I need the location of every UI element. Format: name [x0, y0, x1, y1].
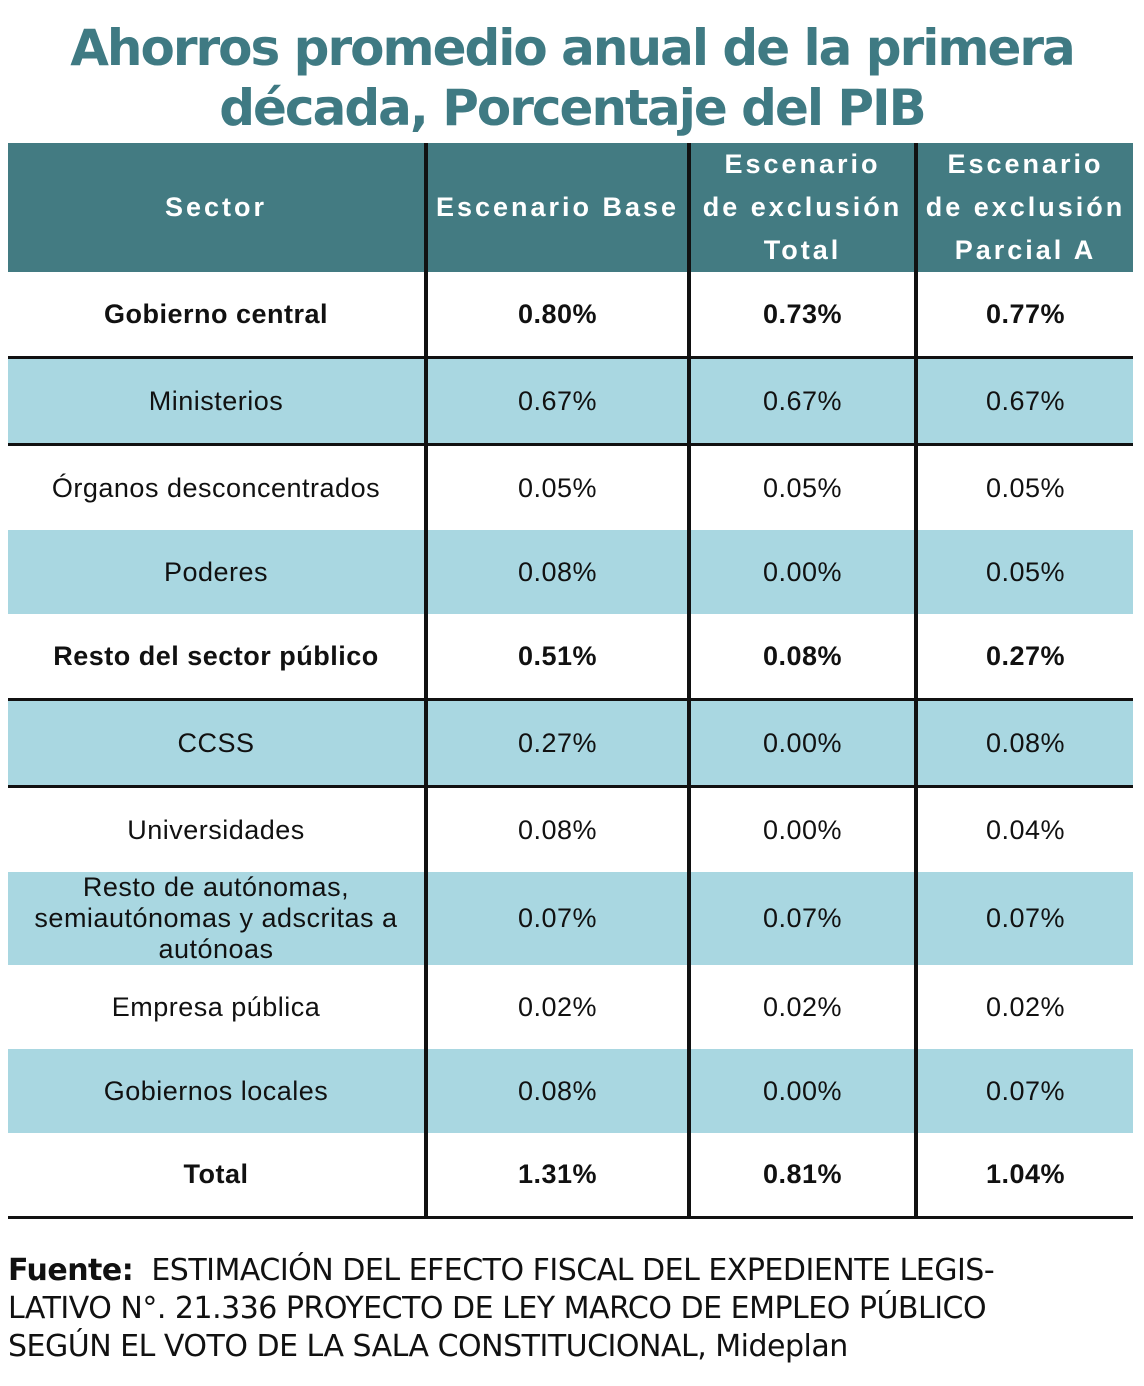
base-cell: 0.05%	[424, 444, 689, 530]
parcial-a-cell: 0.08%	[914, 699, 1133, 788]
sector-cell: CCSS	[8, 699, 426, 788]
sector-cell: Ministerios	[8, 357, 426, 446]
base-cell: 0.27%	[424, 699, 689, 788]
total-cell: 0.05%	[687, 444, 916, 530]
savings-table: Sector Escenario Base Escenario de exclu…	[8, 143, 1133, 1219]
total-cell: 0.08%	[687, 614, 916, 701]
table-row: Empresa pública 0.02% 0.02% 0.02%	[8, 965, 1133, 1049]
parcial-a-cell: 1.04%	[914, 1133, 1133, 1219]
sector-cell: Gobierno central	[8, 272, 426, 359]
table-row: Resto de autónomas, semiautónomas y adsc…	[8, 872, 1133, 965]
parcial-a-cell: 0.04%	[914, 786, 1133, 872]
source-line-3: SEGÚN EL VOTO DE LA SALA CONSTITUCIONAL,…	[8, 1329, 848, 1364]
table-row: Gobierno central 0.80% 0.73% 0.77%	[8, 272, 1133, 359]
sector-cell: Universidades	[8, 786, 426, 872]
total-cell: 0.00%	[687, 786, 916, 872]
base-cell: 0.02%	[424, 965, 689, 1049]
header-escenario-exclusion-total: Escenario de exclusión Total	[687, 143, 916, 272]
total-row: Total 1.31% 0.81% 1.04%	[8, 1133, 1133, 1219]
parcial-a-cell: 0.05%	[914, 444, 1133, 530]
total-cell: 0.07%	[687, 872, 916, 965]
table-row: Ministerios 0.67% 0.67% 0.67%	[8, 357, 1133, 446]
total-cell: 0.02%	[687, 965, 916, 1049]
header-escenario-exclusion-parcial-a: Escenario de exclusión Parcial A	[914, 143, 1133, 272]
total-cell: 0.67%	[687, 357, 916, 446]
header-sector: Sector	[8, 143, 426, 272]
sector-cell: Total	[8, 1133, 426, 1219]
base-cell: 0.80%	[424, 272, 689, 359]
total-cell: 0.00%	[687, 699, 916, 788]
title-line-1: Ahorros promedio anual de la primera	[70, 19, 1076, 77]
title-line-2: década, Porcentaje del PIB	[219, 79, 927, 137]
total-cell: 0.00%	[687, 530, 916, 614]
parcial-a-cell: 0.05%	[914, 530, 1133, 614]
parcial-a-cell: 0.27%	[914, 614, 1133, 701]
base-cell: 0.08%	[424, 530, 689, 614]
table-row: Resto del sector público 0.51% 0.08% 0.2…	[8, 614, 1133, 701]
sector-cell: Órganos desconcentrados	[8, 444, 426, 530]
table-row: CCSS 0.27% 0.00% 0.08%	[8, 699, 1133, 788]
parcial-a-cell: 0.77%	[914, 272, 1133, 359]
sector-cell: Gobiernos locales	[8, 1049, 426, 1133]
table-row: Gobiernos locales 0.08% 0.00% 0.07%	[8, 1049, 1133, 1133]
sector-cell: Empresa pública	[8, 965, 426, 1049]
table-row: Órganos desconcentrados 0.05% 0.05% 0.05…	[8, 444, 1133, 530]
sector-cell: Resto del sector público	[8, 614, 426, 701]
parcial-a-cell: 0.07%	[914, 1049, 1133, 1133]
table-row: Poderes 0.08% 0.00% 0.05%	[8, 530, 1133, 614]
base-cell: 0.51%	[424, 614, 689, 701]
base-cell: 0.07%	[424, 872, 689, 965]
base-cell: 0.67%	[424, 357, 689, 446]
header-row: Sector Escenario Base Escenario de exclu…	[8, 143, 1133, 272]
total-cell: 0.00%	[687, 1049, 916, 1133]
sector-cell: Resto de autónomas, semiautónomas y adsc…	[8, 872, 426, 965]
header-escenario-base: Escenario Base	[424, 143, 689, 272]
source-line-2: LATIVO N°. 21.336 PROYECTO DE LEY MARCO …	[8, 1291, 987, 1326]
total-cell: 0.73%	[687, 272, 916, 359]
base-cell: 0.08%	[424, 1049, 689, 1133]
base-cell: 0.08%	[424, 786, 689, 872]
table-row: Universidades 0.08% 0.00% 0.04%	[8, 786, 1133, 872]
sector-cell: Poderes	[8, 530, 426, 614]
parcial-a-cell: 0.07%	[914, 872, 1133, 965]
parcial-a-cell: 0.02%	[914, 965, 1133, 1049]
source-label: Fuente:	[8, 1253, 134, 1288]
source-note: Fuente: ESTIMACIÓN DEL EFECTO FISCAL DEL…	[8, 1252, 1138, 1366]
source-line-1: ESTIMACIÓN DEL EFECTO FISCAL DEL EXPEDIE…	[151, 1253, 995, 1288]
total-cell: 0.81%	[687, 1133, 916, 1219]
base-cell: 1.31%	[424, 1133, 689, 1219]
parcial-a-cell: 0.67%	[914, 357, 1133, 446]
page-title: Ahorros promedio anual de la primera déc…	[0, 18, 1144, 138]
